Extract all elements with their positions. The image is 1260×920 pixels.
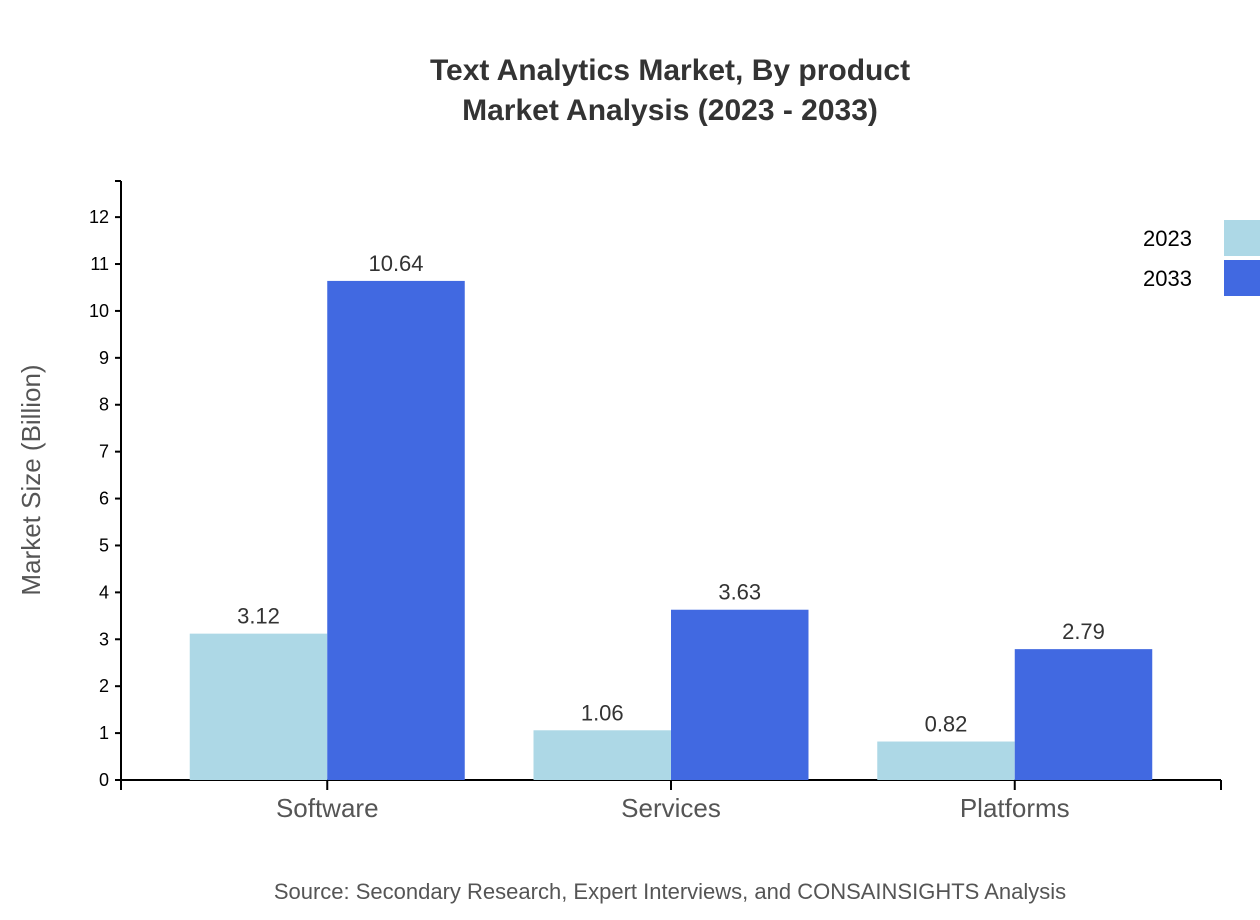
x-axis: Software Services Platforms: [120, 779, 1222, 823]
data-label: 10.64: [368, 251, 423, 276]
y-tick-label: 4: [99, 582, 109, 602]
data-label: 3.63: [718, 580, 761, 605]
bars: 3.12 10.64 1.06 3.63 0.82 2.79: [189, 251, 1153, 780]
legend-swatch: [1224, 260, 1260, 296]
bar-2033-services: [671, 609, 809, 780]
legend-label: 2033: [1143, 266, 1192, 291]
y-tick-label: 8: [99, 395, 109, 415]
legend: 2023 2033: [1143, 220, 1260, 296]
x-tick-label: Software: [276, 793, 379, 823]
legend-label: 2023: [1143, 226, 1192, 251]
y-tick-label: 0: [99, 770, 109, 790]
bar-2023-services: [533, 730, 671, 780]
y-axis-label: Market Size (Billion): [16, 364, 46, 595]
x-tick-label: Platforms: [960, 793, 1070, 823]
y-tick-label: 12: [89, 207, 109, 227]
x-tick-label: Services: [621, 793, 721, 823]
data-label: 1.06: [581, 700, 624, 725]
y-tick-label: 2: [99, 676, 109, 696]
y-tick-label: 6: [99, 489, 109, 509]
bar-2033-platforms: [1014, 649, 1153, 780]
chart-title-line-2: Market Analysis (2023 - 2033): [462, 94, 878, 127]
data-label: 2.79: [1062, 619, 1105, 644]
bar-2023-platforms: [877, 741, 1015, 780]
y-tick-label: 9: [99, 348, 109, 368]
chart-title-line-1: Text Analytics Market, By product: [430, 54, 910, 87]
legend-swatch: [1224, 220, 1260, 256]
y-tick-label: 5: [99, 535, 109, 555]
y-tick-label: 11: [90, 254, 109, 274]
y-tick-label: 10: [89, 301, 109, 321]
bar-2033-software: [327, 280, 465, 780]
data-label: 0.82: [925, 712, 968, 737]
source-note: Source: Secondary Research, Expert Inter…: [274, 879, 1066, 904]
y-tick-label: 1: [99, 723, 109, 743]
y-tick-label: 3: [99, 629, 109, 649]
bar-2023-software: [189, 633, 328, 780]
data-label: 3.12: [237, 604, 280, 629]
y-tick-label: 7: [99, 442, 109, 462]
